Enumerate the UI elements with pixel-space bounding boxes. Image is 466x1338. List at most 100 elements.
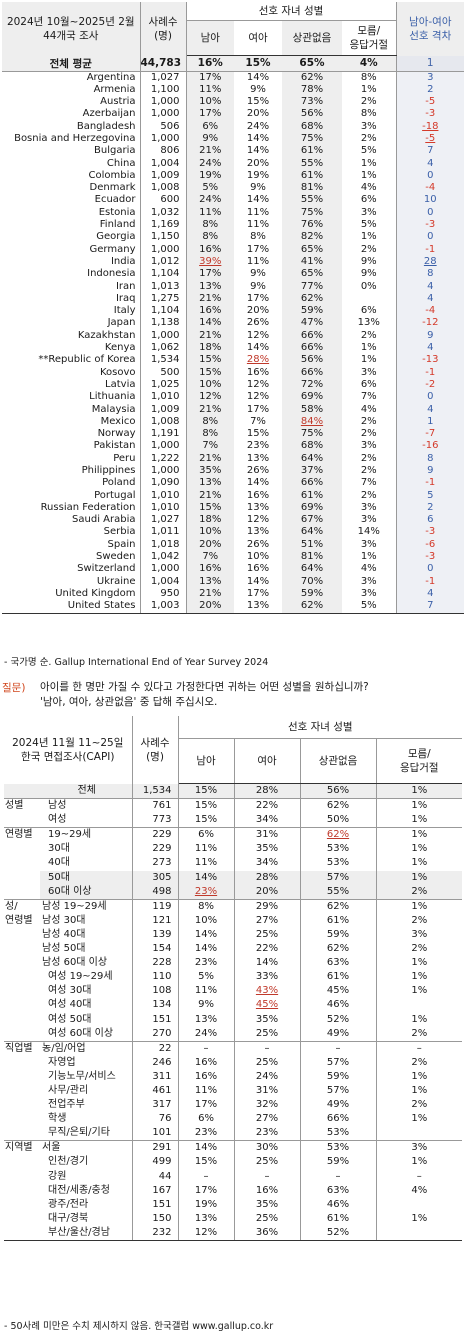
- daughter-value: 26%: [246, 465, 270, 476]
- demographic-row: 성/남성 19~29세 119 8% 29% 62% 1%: [4, 898, 463, 914]
- country-row: Italy 1,104 16% 20% 59% 6% -4: [2, 305, 465, 318]
- daughter-value: 19%: [246, 169, 270, 181]
- sample-size: 1,000: [140, 132, 187, 146]
- country-row: Iran 1,013 13% 9% 77% 0% 4: [2, 280, 465, 293]
- son-value: 14%: [178, 942, 235, 957]
- son-value: 11%: [178, 1083, 235, 1099]
- sample-size: 291: [132, 1140, 179, 1156]
- demographic-row: 연령별 19~29세 229 6% 31% 62% 1%: [4, 827, 463, 843]
- nomatter-value: 66%: [282, 329, 342, 343]
- country-row: Japan 1,138 14% 26% 47% 13% -12: [2, 317, 465, 330]
- country-row: Spain 1,018 20% 26% 51% 3% -6: [2, 538, 465, 552]
- nomatter-value: 82%: [282, 231, 342, 244]
- group-label: 60대 이상: [40, 884, 133, 900]
- country-row: United Kingdom 950 21% 17% 59% 3% 4: [2, 587, 465, 601]
- daughter-value: 17%: [246, 403, 270, 415]
- country-row: Kenya 1,062 18% 14% 66% 1% 4: [2, 342, 465, 355]
- country-name: Germany: [2, 243, 141, 256]
- country-name: Serbia: [2, 526, 141, 539]
- gap-value: 5: [396, 489, 465, 502]
- daughter-value: 28%: [234, 870, 301, 885]
- sample-size: 1,534: [132, 783, 179, 799]
- category-label: [4, 871, 40, 885]
- dk-value: 2%: [411, 1027, 428, 1039]
- son-value: 5%: [178, 970, 235, 985]
- nomatter-value: 49%: [300, 1098, 377, 1113]
- nomatter-value: 65%: [282, 268, 342, 281]
- gap-value: 0: [396, 391, 465, 404]
- country-name: Bosnia and Herzegovina: [2, 132, 141, 146]
- demographic-row: 남성 60대 이상 228 23% 14% 63% 1%: [4, 956, 462, 971]
- country-row: Russian Federation 1,010 15% 13% 69% 3% 2: [2, 501, 465, 515]
- gap-value: -5: [396, 132, 465, 146]
- category-label: [4, 1212, 40, 1226]
- son-value: 11%: [178, 984, 235, 999]
- gap-value: 4: [396, 292, 465, 306]
- gap-value: -1: [396, 575, 465, 588]
- son-value: 21%: [186, 145, 234, 158]
- country-name: Georgia: [2, 231, 141, 244]
- nomatter-value: 65%: [282, 243, 342, 256]
- group-label: 인천/경기: [40, 1155, 133, 1170]
- dk-value: 5%: [342, 219, 397, 232]
- gap-value: 0: [396, 206, 465, 220]
- sample-size: 1,000: [140, 108, 187, 121]
- category-label: [4, 956, 40, 970]
- dk-value: [376, 1225, 463, 1241]
- country-name: Indonesia: [2, 268, 141, 281]
- category-label: 직업별: [4, 1040, 40, 1056]
- korea-period-header: 2024년 11월 11~25일 한국 면접조사(CAPI): [4, 716, 133, 784]
- country-row: Iraq 1,275 21% 17% 62% 4: [2, 292, 465, 306]
- daughter-value: 33%: [234, 970, 301, 985]
- country-row: Pakistan 1,000 7% 23% 68% 3% -16: [2, 440, 465, 453]
- son-value: 11%: [186, 83, 234, 97]
- son-value: 23%: [178, 956, 235, 971]
- group-label: 남성 30대: [40, 913, 133, 928]
- country-row: Bosnia and Herzegovina 1,000 9% 14% 75% 2% -5: [2, 132, 465, 146]
- sample-size: 1,010: [140, 391, 187, 404]
- country-row: Norway 1,191 8% 15% 75% 2% -7: [2, 428, 465, 441]
- nomatter-value: 51%: [282, 538, 342, 552]
- dk-value: 2%: [342, 243, 397, 256]
- dk-value: 2%: [376, 884, 463, 900]
- dk-value: 2%: [411, 914, 428, 926]
- sample-size: 246: [132, 1055, 179, 1070]
- son-value: 21%: [186, 403, 234, 416]
- country-row: Peru 1,222 21% 13% 64% 2% 8: [2, 452, 465, 465]
- country-name: Norway: [2, 428, 141, 441]
- dk-value: 3%: [411, 928, 428, 940]
- daughter-value: 31%: [234, 1083, 301, 1099]
- daughter-value: 12%: [246, 514, 270, 526]
- country-row: Switzerland 1,000 16% 16% 64% 4% 0: [2, 563, 465, 576]
- question-text: 아이를 한 명만 가질 수 있다고 가정한다면 귀하는 어떤 성별을 원하십니까…: [40, 680, 460, 710]
- daughter-value: 26%: [246, 538, 270, 550]
- dk-value: 1%: [376, 898, 463, 914]
- country-row: Indonesia 1,104 17% 9% 65% 9% 8: [2, 268, 465, 281]
- son-value: 10%: [186, 96, 234, 109]
- nomatter-value: –: [300, 1040, 377, 1056]
- daughter-value: 23%: [234, 1126, 301, 1141]
- dk-value: 3%: [342, 120, 397, 133]
- dk-value: 9%: [342, 255, 397, 269]
- son-value: 14%: [178, 927, 235, 943]
- country-name: Azerbaijan: [2, 108, 141, 121]
- son-value: 23%: [178, 884, 235, 900]
- sample-size: 167: [132, 1183, 179, 1198]
- son-value: 13%: [178, 1211, 235, 1226]
- daughter-value: 12%: [246, 378, 270, 390]
- gap-value: 1: [396, 415, 465, 429]
- nomatter-value: 46%: [300, 1197, 377, 1212]
- son-value: 12%: [186, 391, 234, 404]
- son-value: 15%: [178, 783, 235, 799]
- sample-size: 1,009: [140, 403, 187, 416]
- daughter-value: 25%: [234, 927, 301, 943]
- demographic-row: 여성 30대 108 11% 43% 45% 1%: [4, 984, 462, 999]
- period-header: 2024년 10월~2025년 2월 44개국 조사: [2, 2, 141, 56]
- korea-dk-header: 모름/응답거절: [376, 738, 463, 784]
- son-value: 8%: [186, 219, 234, 232]
- nomatter-value: 56%: [300, 783, 377, 799]
- gap-value: 3: [396, 71, 465, 84]
- group-label: 기능노무/서비스: [40, 1069, 133, 1084]
- dk-value: 7%: [342, 391, 397, 404]
- dk-value: [342, 292, 397, 306]
